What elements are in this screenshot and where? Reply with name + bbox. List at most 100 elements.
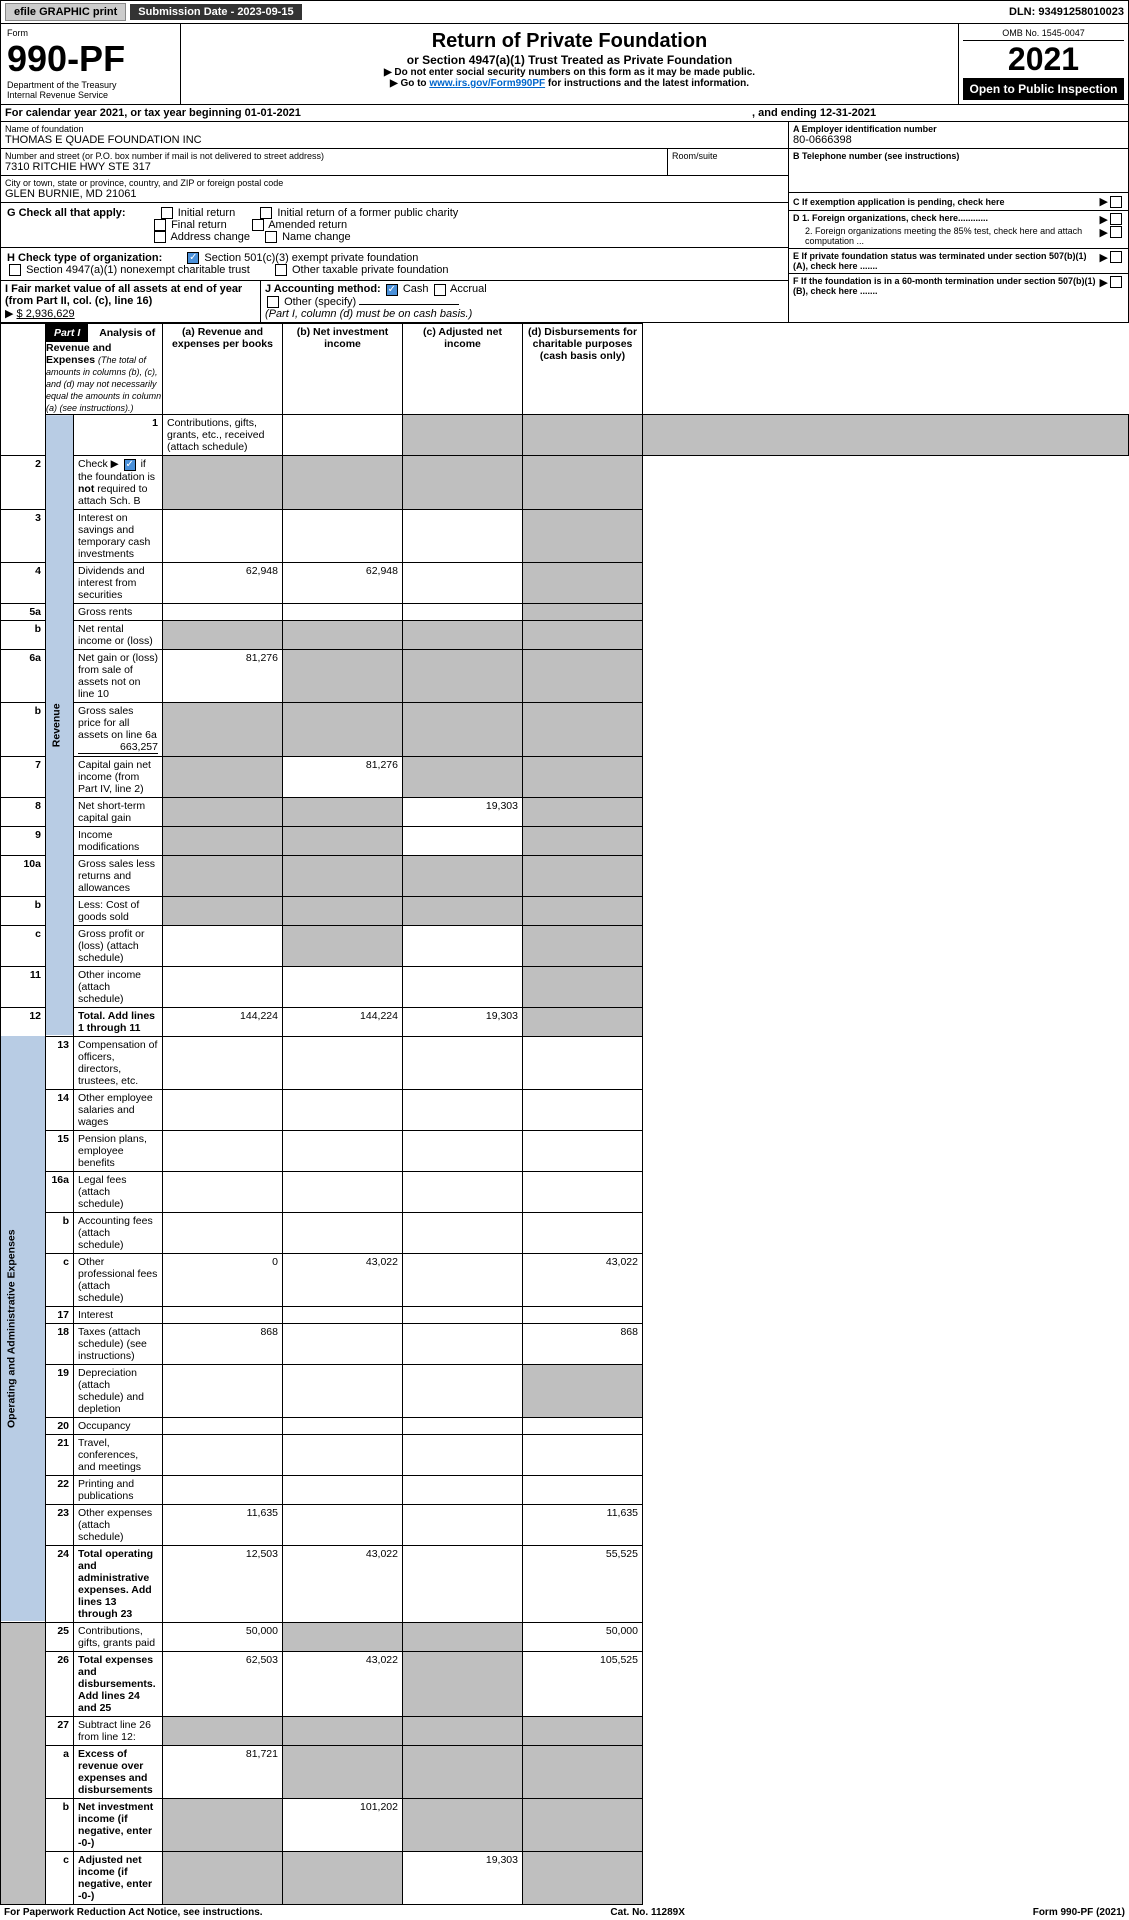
line-18-desc: Taxes (attach schedule) (see instruction…: [74, 1323, 163, 1364]
cy-begin: For calendar year 2021, or tax year begi…: [1, 105, 748, 121]
line-16c-a: 0: [163, 1253, 283, 1306]
line-25-a: 50,000: [163, 1622, 283, 1651]
calendar-year-row: For calendar year 2021, or tax year begi…: [0, 105, 1129, 122]
omb-number: OMB No. 1545-0047: [963, 28, 1124, 41]
line-12-b: 144,224: [283, 1007, 403, 1036]
line-14-desc: Other employee salaries and wages: [74, 1089, 163, 1130]
line-16c-no: c: [46, 1253, 74, 1306]
line-24-d: 55,525: [523, 1545, 643, 1622]
b-label: B Telephone number (see instructions): [793, 151, 1124, 161]
i-value: $ 2,936,629: [17, 308, 75, 320]
line-5a-desc: Gross rents: [74, 603, 163, 620]
line-16b-desc: Accounting fees (attach schedule): [74, 1212, 163, 1253]
line-22-no: 22: [46, 1475, 74, 1504]
line-21-desc: Travel, conferences, and meetings: [74, 1434, 163, 1475]
chk-4947[interactable]: [9, 264, 21, 276]
col-c-header: (c) Adjusted net income: [403, 324, 523, 415]
foundation-name: THOMAS E QUADE FOUNDATION INC: [5, 134, 784, 146]
line-16a-no: 16a: [46, 1171, 74, 1212]
j-cash: Cash: [403, 283, 429, 295]
line-17-desc: Interest: [74, 1306, 163, 1323]
line-27c-no: c: [46, 1851, 74, 1904]
form-label: Form: [7, 28, 174, 38]
d2-label: 2. Foreign organizations meeting the 85%…: [793, 226, 1100, 246]
addr-label: Number and street (or P.O. box number if…: [5, 151, 663, 161]
line-27a-desc: Excess of revenue over expenses and disb…: [74, 1745, 163, 1798]
line-12-c: 19,303: [403, 1007, 523, 1036]
line-17-no: 17: [46, 1306, 74, 1323]
chk-d2[interactable]: [1110, 226, 1122, 238]
line-8-no: 8: [1, 797, 46, 826]
form990pf-link[interactable]: www.irs.gov/Form990PF: [429, 78, 545, 89]
form-subtitle: or Section 4947(a)(1) Trust Treated as P…: [187, 53, 952, 67]
g-opt-5: Name change: [282, 231, 351, 243]
chk-d1[interactable]: [1110, 213, 1122, 225]
instr2-post: for instructions and the latest informat…: [545, 78, 749, 89]
chk-other-method[interactable]: [267, 296, 279, 308]
chk-name-change[interactable]: [265, 231, 277, 243]
part1-table: Part I Analysis of Revenue and Expenses …: [0, 323, 1129, 1904]
chk-501c3[interactable]: [187, 252, 199, 264]
line-8-c: 19,303: [403, 797, 523, 826]
line-6b-inline: 663,257: [78, 741, 158, 754]
j-note: (Part I, column (d) must be on cash basi…: [265, 308, 472, 320]
line-15-desc: Pension plans, employee benefits: [74, 1130, 163, 1171]
room-label: Room/suite: [672, 151, 784, 161]
chk-final-return[interactable]: [154, 219, 166, 231]
line-27b-desc: Net investment income (if negative, ente…: [74, 1798, 163, 1851]
line-10b-no: b: [1, 896, 46, 925]
line-27-no: 27: [46, 1716, 74, 1745]
chk-f[interactable]: [1110, 276, 1122, 288]
ein-value: 80-0666398: [793, 134, 1124, 146]
efile-print-button[interactable]: efile GRAPHIC print: [5, 3, 126, 21]
a-label: A Employer identification number: [793, 124, 1124, 134]
line-5b-no: b: [1, 620, 46, 649]
line-6b-no: b: [1, 702, 46, 756]
chk-e[interactable]: [1110, 251, 1122, 263]
line-25-desc: Contributions, gifts, grants paid: [74, 1622, 163, 1651]
j-other: Other (specify): [284, 296, 356, 308]
line-3-desc: Interest on savings and temporary cash i…: [74, 509, 163, 562]
line-12-desc: Total. Add lines 1 through 11: [74, 1007, 163, 1036]
chk-sch-b[interactable]: [124, 459, 136, 471]
submission-date: Submission Date - 2023-09-15: [130, 4, 301, 20]
g-opt-0: Initial return: [178, 207, 235, 219]
h-opt-3: Other taxable private foundation: [292, 264, 449, 276]
line-15-no: 15: [46, 1130, 74, 1171]
top-bar: efile GRAPHIC print Submission Date - 20…: [0, 0, 1129, 24]
chk-initial-return[interactable]: [161, 207, 173, 219]
line-27a-a: 81,721: [163, 1745, 283, 1798]
line-6a-a: 81,276: [163, 649, 283, 702]
line-5a-no: 5a: [1, 603, 46, 620]
line-9-desc: Income modifications: [74, 826, 163, 855]
dept-label: Department of the Treasury: [7, 80, 174, 90]
line-16b-no: b: [46, 1212, 74, 1253]
expenses-side-label: Operating and Administrative Expenses: [1, 1036, 46, 1622]
cy-end: , and ending 12-31-2021: [748, 105, 1128, 121]
chk-c[interactable]: [1110, 196, 1122, 208]
instr-2: ▶ Go to www.irs.gov/Form990PF for instru…: [187, 78, 952, 89]
chk-cash[interactable]: [386, 284, 398, 296]
chk-initial-public[interactable]: [260, 207, 272, 219]
line-25-d: 50,000: [523, 1622, 643, 1651]
line-27b-b: 101,202: [283, 1798, 403, 1851]
ident-block: Name of foundation THOMAS E QUADE FOUNDA…: [0, 122, 1129, 323]
g-opt-3: Amended return: [268, 219, 347, 231]
line-26-no: 26: [46, 1651, 74, 1716]
g-opt-4: Address change: [170, 231, 250, 243]
f-label: F If the foundation is in a 60-month ter…: [793, 276, 1100, 320]
open-inspection: Open to Public Inspection: [963, 78, 1124, 100]
line-4-desc: Dividends and interest from securities: [74, 562, 163, 603]
tax-year: 2021: [963, 41, 1124, 78]
line-24-b: 43,022: [283, 1545, 403, 1622]
chk-other-taxable[interactable]: [275, 264, 287, 276]
form-id-footer: Form 990-PF (2021): [1033, 1907, 1125, 1918]
line-26-a: 62,503: [163, 1651, 283, 1716]
chk-address-change[interactable]: [154, 231, 166, 243]
chk-accrual[interactable]: [434, 284, 446, 296]
instr-1: ▶ Do not enter social security numbers o…: [187, 67, 952, 78]
line-4-no: 4: [1, 562, 46, 603]
line-10a-no: 10a: [1, 855, 46, 896]
line-26-b: 43,022: [283, 1651, 403, 1716]
chk-amended[interactable]: [252, 219, 264, 231]
